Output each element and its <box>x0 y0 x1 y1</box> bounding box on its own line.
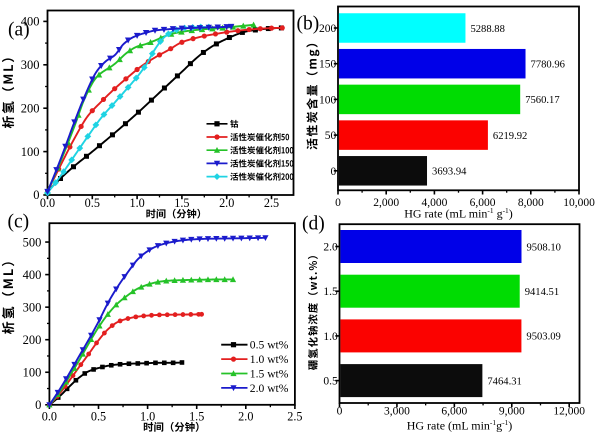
svg-text:HG rate (mL min-1 g-1): HG rate (mL min-1 g-1) <box>404 206 513 221</box>
svg-text:200: 200 <box>23 333 42 347</box>
svg-text:3,000: 3,000 <box>384 406 410 418</box>
svg-text:6219.92: 6219.92 <box>493 131 527 142</box>
svg-text:8,000: 8,000 <box>518 197 544 209</box>
svg-text:150: 150 <box>319 59 337 71</box>
svg-text:400: 400 <box>21 15 40 29</box>
svg-text:(b): (b) <box>297 14 320 35</box>
svg-text:100: 100 <box>21 145 40 159</box>
svg-text:0.0: 0.0 <box>40 196 55 210</box>
svg-text:0: 0 <box>330 166 336 178</box>
svg-text:0: 0 <box>337 406 343 418</box>
svg-text:6,000: 6,000 <box>441 406 467 418</box>
svg-text:(a): (a) <box>8 20 30 41</box>
svg-text:300: 300 <box>21 58 40 72</box>
svg-text:0.5 wt%: 0.5 wt% <box>250 339 289 352</box>
svg-text:1.0: 1.0 <box>140 410 155 424</box>
svg-text:0: 0 <box>33 188 39 202</box>
svg-text:1.5: 1.5 <box>174 196 189 210</box>
svg-text:200: 200 <box>21 101 40 115</box>
svg-text:7464.31: 7464.31 <box>487 376 521 387</box>
svg-text:5288.88: 5288.88 <box>470 24 504 35</box>
svg-text:100: 100 <box>319 94 337 106</box>
svg-text:2,000: 2,000 <box>373 197 399 209</box>
svg-text:9508.10: 9508.10 <box>527 242 561 253</box>
svg-text:1.0: 1.0 <box>323 331 338 343</box>
svg-text:1.0 wt%: 1.0 wt% <box>250 353 289 366</box>
svg-text:9503.09: 9503.09 <box>526 332 560 343</box>
svg-text:1.5: 1.5 <box>189 410 204 424</box>
svg-text:6,000: 6,000 <box>470 197 496 209</box>
svg-text:200: 200 <box>319 23 337 35</box>
svg-text:(c): (c) <box>8 211 30 232</box>
svg-text:500: 500 <box>23 235 42 249</box>
svg-text:7560.17: 7560.17 <box>525 95 559 106</box>
svg-text:300: 300 <box>23 300 42 314</box>
svg-text:10,000: 10,000 <box>563 197 595 209</box>
svg-text:4,000: 4,000 <box>421 197 447 209</box>
svg-text:2.5: 2.5 <box>264 196 279 210</box>
svg-text:1.5 wt%: 1.5 wt% <box>250 367 289 380</box>
svg-text:1.0: 1.0 <box>129 196 144 210</box>
svg-text:0: 0 <box>335 197 341 209</box>
svg-text:9414.51: 9414.51 <box>525 287 559 298</box>
svg-text:(d): (d) <box>302 213 325 234</box>
svg-text:50: 50 <box>325 130 337 142</box>
svg-text:0: 0 <box>35 398 41 412</box>
svg-text:3693.94: 3693.94 <box>432 167 467 178</box>
svg-text:0.5: 0.5 <box>85 196 100 210</box>
svg-text:400: 400 <box>23 268 42 282</box>
svg-text:2.0: 2.0 <box>219 196 234 210</box>
svg-text:0.0: 0.0 <box>42 410 57 424</box>
svg-text:0.5: 0.5 <box>323 376 338 388</box>
svg-text:HG rate (mL min-1g-1): HG rate (mL min-1g-1) <box>407 418 513 433</box>
svg-text:2.0: 2.0 <box>323 242 338 254</box>
svg-text:2.0: 2.0 <box>238 410 253 424</box>
svg-text:7780.96: 7780.96 <box>531 60 565 71</box>
svg-text:100: 100 <box>23 365 42 379</box>
svg-text:12,000: 12,000 <box>553 406 585 418</box>
svg-text:0.5: 0.5 <box>91 410 106 424</box>
svg-text:2.0 wt%: 2.0 wt% <box>250 382 289 395</box>
svg-text:1.5: 1.5 <box>323 286 338 298</box>
svg-text:2.5: 2.5 <box>287 410 302 424</box>
svg-text:9,000: 9,000 <box>499 406 525 418</box>
